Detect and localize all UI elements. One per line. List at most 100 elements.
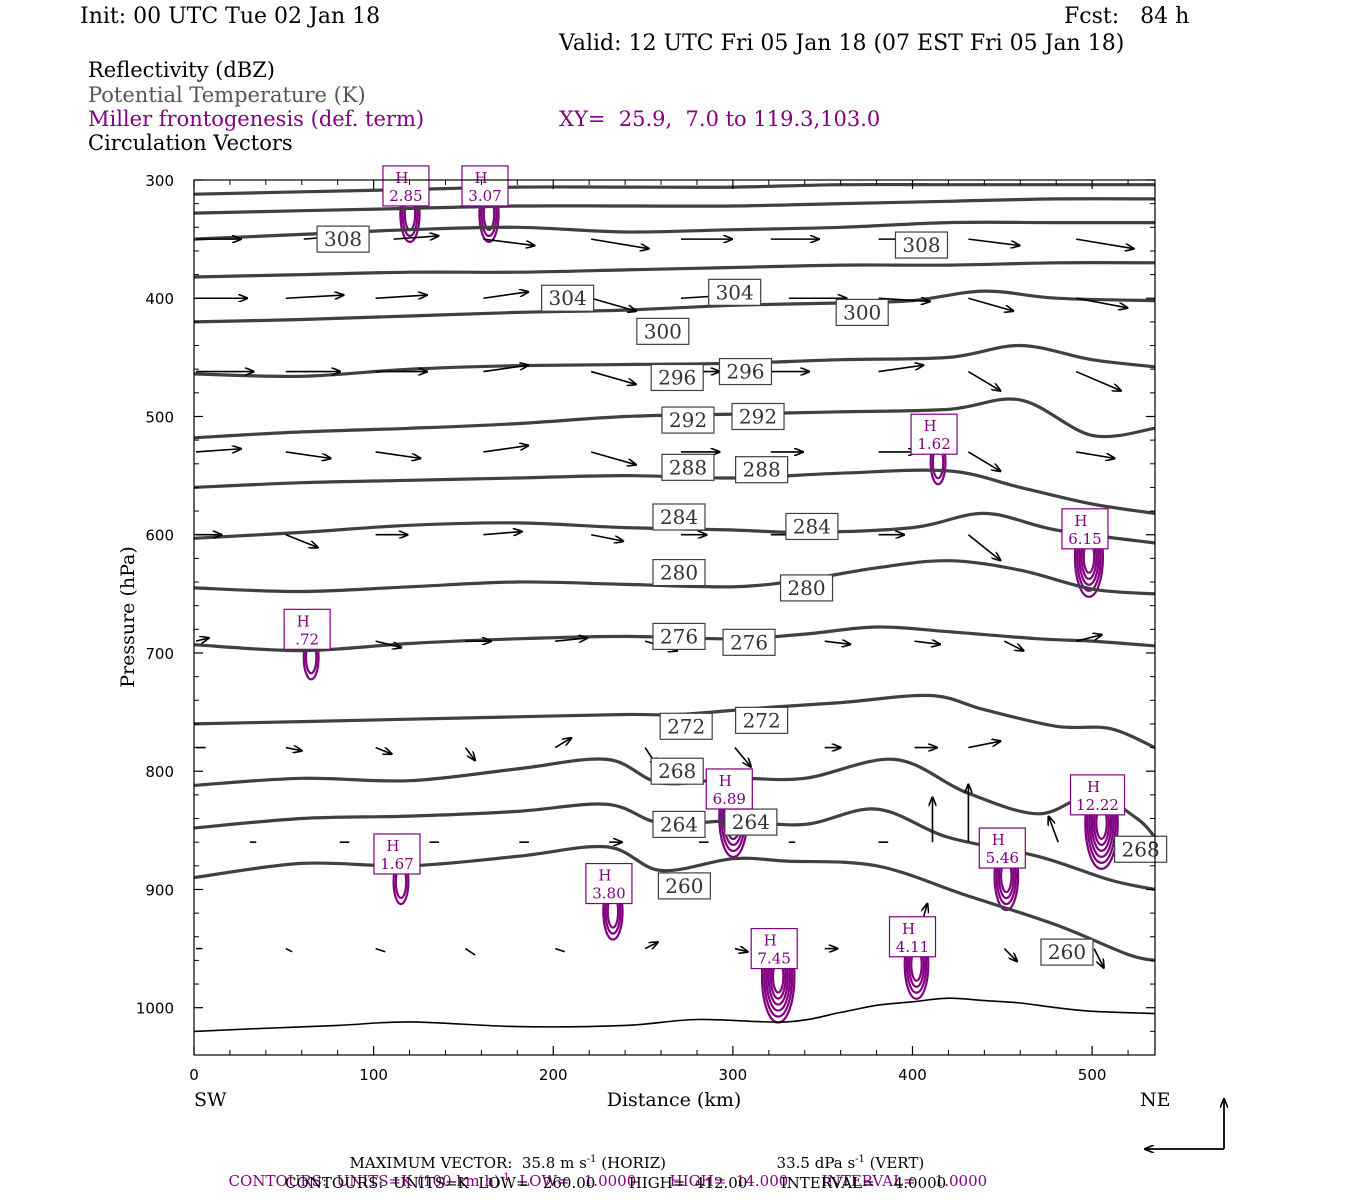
theta-label-text: 284	[793, 514, 831, 538]
circulation-vector	[375, 295, 427, 298]
theta-label: 304	[708, 278, 762, 306]
theta-label: 284	[652, 503, 706, 531]
high-marker: H	[719, 772, 732, 790]
circulation-vector	[1076, 451, 1114, 458]
theta-contour-304	[194, 261, 1155, 279]
circulation-vector	[464, 947, 476, 956]
max-vector-vert-text: 33.5 dPa s	[776, 1154, 856, 1172]
theta-label: 264	[652, 810, 706, 839]
circulation-vector	[590, 370, 636, 385]
contours-fronto-sup: -1	[499, 1172, 510, 1183]
frontogenesis-max-label: H6.89	[705, 768, 753, 810]
theta-label-text: 276	[730, 630, 768, 654]
high-value: 3.80	[592, 885, 625, 903]
circulation-vector	[590, 451, 636, 465]
circulation-vector	[878, 365, 924, 373]
theta-label: 280	[652, 558, 706, 587]
theta-label-text: 288	[743, 458, 781, 482]
frontogenesis-max-label: H12.22	[1069, 774, 1126, 816]
circulation-vector	[1076, 238, 1134, 249]
theta-label: 260	[1040, 938, 1094, 966]
theta-contour-280	[194, 559, 1155, 596]
theta-label: 268	[1114, 835, 1168, 863]
theta-label: 268	[650, 757, 704, 785]
circulation-vector	[968, 238, 1019, 245]
circulation-vector	[393, 236, 439, 239]
y-tick-label: 300	[145, 172, 174, 190]
circulation-vector	[968, 297, 1013, 311]
contours-fronto-a: CONTOURS: UNITS=K (100 km h)	[228, 1172, 500, 1190]
circulation-vector	[375, 947, 386, 953]
legend-xy: XY= 25.9, 7.0 to 119.3,103.0	[559, 107, 881, 131]
circulation-vector	[483, 532, 521, 535]
theta-label: 260	[657, 872, 711, 900]
theta-label-text: 268	[658, 759, 696, 783]
x-tick-label: 200	[539, 1066, 568, 1084]
contours-fronto-b: LOW= 1.0000 HIGH= 14.000 INTERVAL= 1.000…	[509, 1172, 988, 1190]
terrain-line	[194, 997, 1155, 1033]
circulation-vector	[1049, 817, 1059, 843]
circulation-vector	[824, 641, 851, 644]
theta-label-text: 292	[739, 404, 777, 428]
high-value: 7.45	[757, 950, 790, 968]
x-tick-label: 300	[719, 1066, 748, 1084]
circulation-vector	[555, 638, 587, 641]
high-marker: H	[598, 867, 611, 885]
theta-label-text: 288	[669, 455, 707, 479]
theta-contour-300	[194, 289, 1155, 324]
frontogenesis-max-label: H4.11	[888, 916, 937, 958]
circulation-vector	[591, 533, 623, 541]
y-tick-label: 800	[145, 763, 174, 781]
y-axis-label: Pressure (hPa)	[117, 546, 139, 688]
circulation-vector	[285, 295, 344, 298]
theta-label: 304	[541, 284, 595, 312]
theta-contour-272	[194, 693, 1155, 750]
circulation-vector	[554, 738, 571, 749]
theta-label: 264	[724, 808, 778, 836]
circulation-vector	[1076, 297, 1127, 308]
frontogenesis-max-label: H7.45	[750, 927, 798, 970]
theta-label-text: 280	[787, 576, 825, 600]
high-value: 1.62	[917, 435, 950, 453]
circulation-vector	[1075, 635, 1102, 642]
circulation-vector	[464, 747, 475, 761]
y-tick-label: 700	[145, 645, 174, 663]
theta-label-text: 304	[716, 280, 754, 304]
frontogenesis-max-label: H.72	[283, 608, 331, 650]
theta-contour-292	[194, 397, 1155, 440]
circulation-vector	[968, 741, 1000, 749]
circulation-vector	[734, 747, 751, 767]
valid-time: Valid: 12 UTC Fri 05 Jan 18 (07 EST Fri …	[559, 31, 1125, 56]
theta-contour-296	[194, 343, 1155, 379]
high-marker: H	[1074, 512, 1087, 530]
circulation-vector	[1003, 640, 1023, 651]
theta-label-text: 260	[1048, 940, 1086, 964]
theta-label-text: 308	[324, 227, 362, 251]
circulation-vector	[1075, 370, 1121, 391]
max-vector-horiz: (HORIZ)	[596, 1154, 667, 1172]
high-value: 6.89	[713, 790, 746, 808]
circulation-vector	[734, 949, 748, 952]
theta-label: 300	[636, 317, 690, 345]
circulation-vector	[375, 640, 402, 647]
theta-label-text: 296	[658, 365, 696, 389]
max-vector-vert-sup: -1	[855, 1154, 865, 1165]
circulation-vector	[967, 451, 1000, 471]
reference-vector-icon	[1145, 1099, 1224, 1149]
circulation-vector	[195, 638, 209, 641]
high-marker: H	[992, 831, 1005, 849]
x-tick-label: 500	[1078, 1066, 1107, 1084]
theta-label: 308	[316, 225, 370, 253]
high-value: .72	[295, 630, 319, 648]
init-time: Init: 00 UTC Tue 02 Jan 18	[80, 4, 381, 29]
high-marker: H	[1087, 778, 1100, 796]
footer-max-vector: MAXIMUM VECTOR: 35.8 m s-1 (HORIZ)	[340, 1140, 666, 1171]
circulation-vector	[878, 298, 930, 301]
circulation-vector	[375, 451, 421, 458]
theta-label-text: 300	[644, 319, 682, 343]
theta-label: 308	[894, 231, 949, 259]
circulation-vector	[483, 446, 528, 453]
circulation-vector	[483, 238, 534, 245]
high-value: 6.15	[1068, 530, 1101, 548]
